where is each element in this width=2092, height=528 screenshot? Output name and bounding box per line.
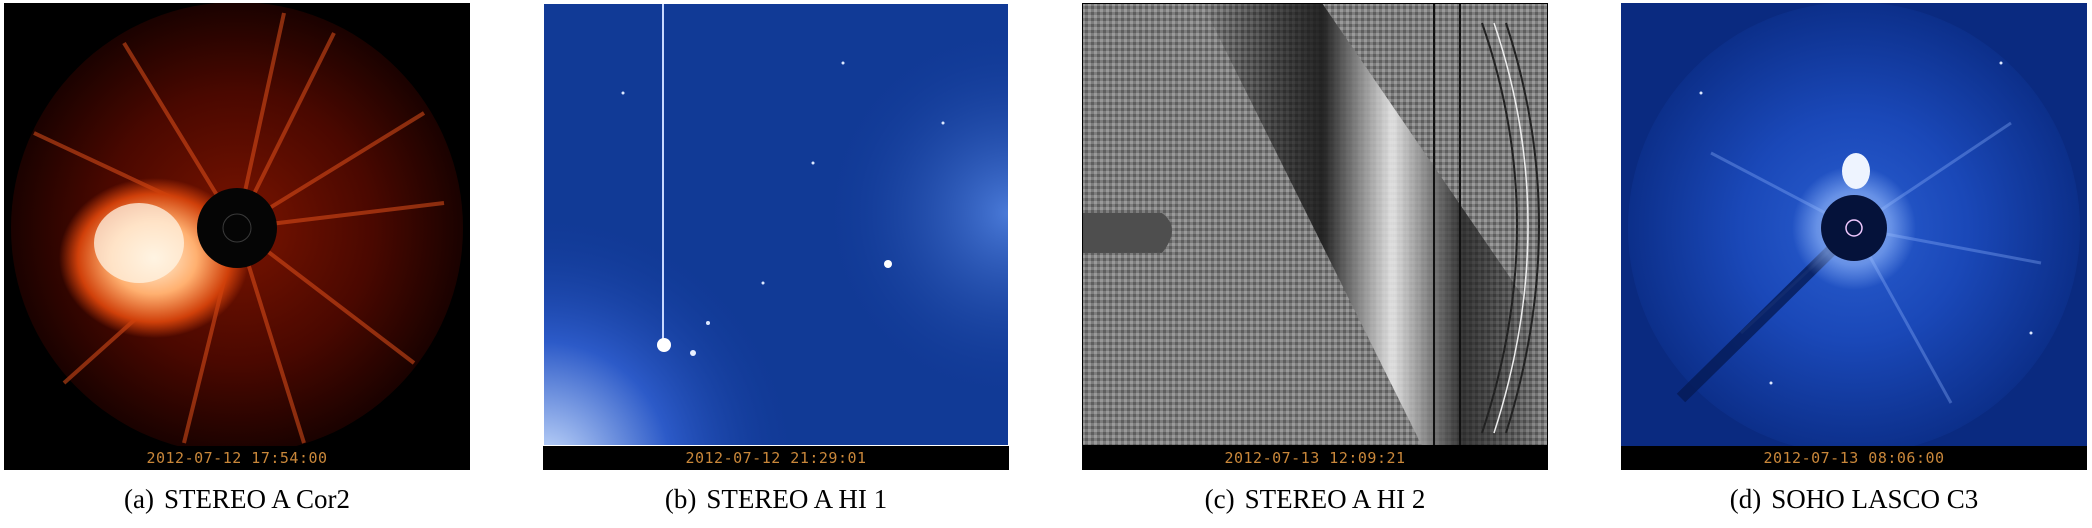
timestamp-label: 2012-07-13 12:09:21 — [1082, 446, 1548, 470]
c3-image: 2012-07-13 08:06:00 — [1621, 3, 2087, 470]
caption: (c) STEREO A HI 2 — [1082, 484, 1548, 515]
caption-tag: (c) — [1204, 484, 1235, 514]
timestamp-label: 2012-07-13 08:06:00 — [1621, 446, 2087, 470]
caption-title: STEREO A HI 1 — [706, 484, 888, 514]
hi2-image: 2012-07-13 12:09:21 — [1082, 3, 1548, 470]
caption-tag: (b) — [664, 484, 697, 514]
panel-stereo-a-hi1: 2012-07-12 21:29:01 (b) STEREO A HI 1 — [543, 3, 1009, 514]
timestamp-label: 2012-07-12 17:54:00 — [4, 446, 470, 470]
caption: (b) STEREO A HI 1 — [543, 484, 1009, 515]
timestamp-label: 2012-07-12 21:29:01 — [543, 446, 1009, 470]
caption: (d) SOHO LASCO C3 — [1621, 484, 2087, 515]
hi1-image: 2012-07-12 21:29:01 — [543, 3, 1009, 470]
caption-tag: (d) — [1729, 484, 1762, 514]
panel-stereo-a-cor2: 2012-07-12 17:54:00 (a) STEREO A Cor2 — [4, 3, 470, 514]
caption: (a) STEREO A Cor2 — [4, 484, 470, 515]
panel-stereo-a-hi2: 2012-07-13 12:09:21 (c) STEREO A HI 2 — [1082, 3, 1548, 514]
caption-title: STEREO A HI 2 — [1244, 484, 1426, 514]
caption-title: STEREO A Cor2 — [163, 484, 350, 514]
caption-title: SOHO LASCO C3 — [1771, 484, 1979, 514]
caption-tag: (a) — [124, 484, 154, 514]
cor2-image: 2012-07-12 17:54:00 — [4, 3, 470, 470]
panel-soho-lasco-c3: 2012-07-13 08:06:00 (d) SOHO LASCO C3 — [1621, 3, 2087, 514]
